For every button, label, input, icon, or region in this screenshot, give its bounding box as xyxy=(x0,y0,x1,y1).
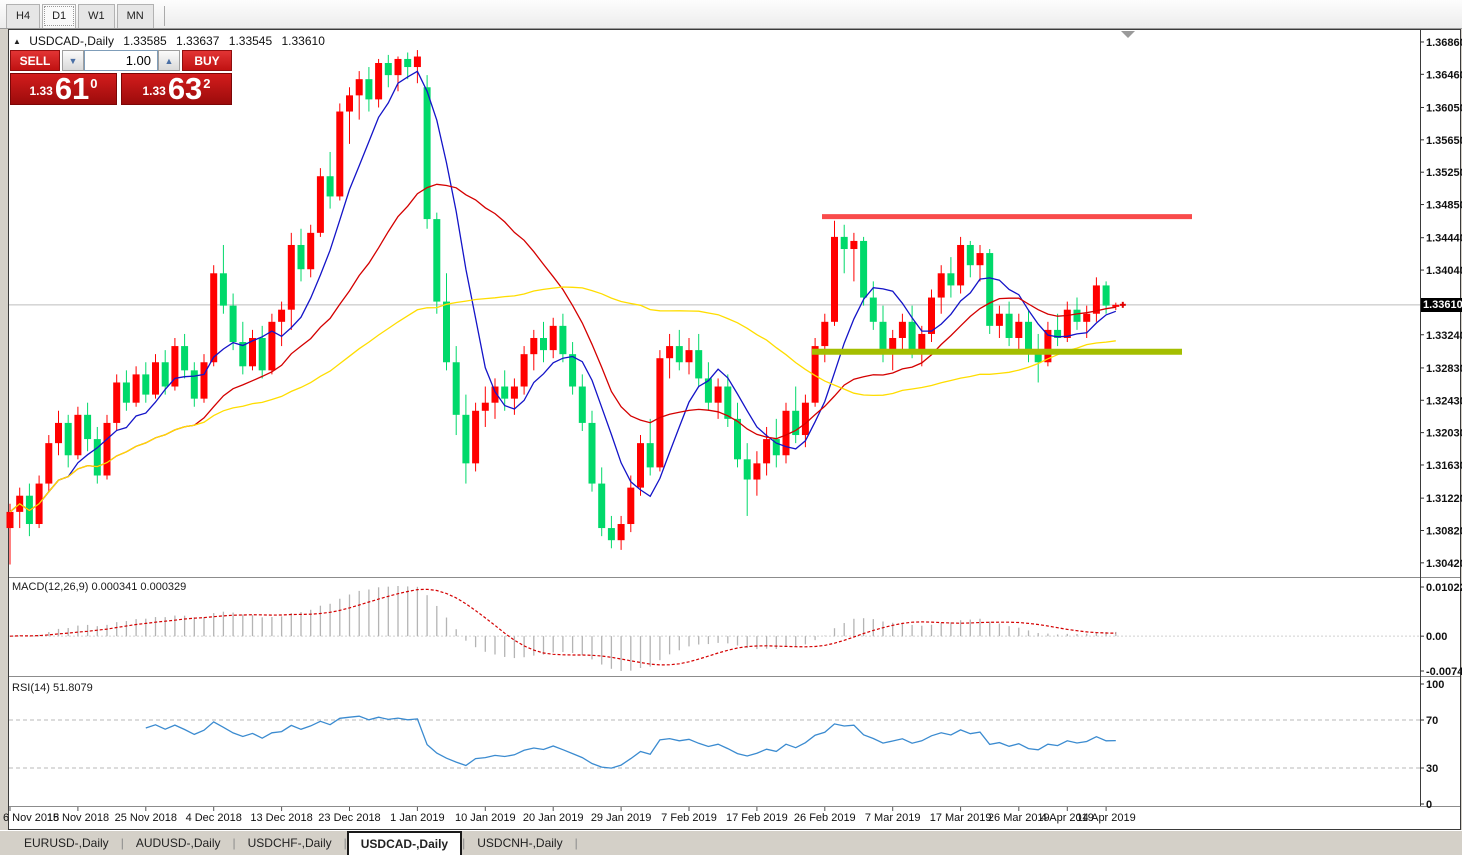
price-axis-label: 1.36860 xyxy=(1426,37,1462,49)
tab-separator: | xyxy=(120,836,124,850)
ohlc-open: 1.33585 xyxy=(123,34,167,48)
date-tick-label: 10 Jan 2019 xyxy=(455,812,516,824)
price-axis-label: 1.35650 xyxy=(1426,135,1462,147)
buy-price-box[interactable]: 1.33 63 2 xyxy=(121,73,232,105)
toolbar-divider xyxy=(163,6,165,26)
date-tick-label: 20 Jan 2019 xyxy=(523,812,584,824)
volume-input[interactable] xyxy=(84,50,158,71)
price-axis-label: 1.32830 xyxy=(1426,363,1462,375)
price-axis-label: 1.32430 xyxy=(1426,395,1462,407)
macd-label: MACD(12,26,9) 0.000341 0.000329 xyxy=(12,581,187,593)
ohlc-low: 1.33545 xyxy=(228,34,273,48)
buy-price-big: 63 xyxy=(167,71,203,106)
tab-separator: | xyxy=(462,836,466,850)
ma-line-7 xyxy=(9,70,1117,513)
date-tick-label: 7 Feb 2019 xyxy=(661,812,717,824)
panel-frame xyxy=(9,30,1460,808)
date-tick-label: 25 Nov 2018 xyxy=(115,812,177,824)
buy-price-prefix: 1.33 xyxy=(142,84,166,98)
date-tick-label: 6 Nov 2018 xyxy=(3,812,59,824)
price-axis-label: 1.35250 xyxy=(1426,167,1462,179)
rsi-axis-label: 100 xyxy=(1426,679,1444,691)
tab-separator: | xyxy=(574,836,578,850)
collapse-arrow-icon[interactable]: ▲ xyxy=(13,37,21,46)
volume-decrease-button[interactable]: ▼ xyxy=(62,50,84,71)
date-tick-label: 1 Jan 2019 xyxy=(390,812,444,824)
price-axis-label: 1.36050 xyxy=(1426,102,1462,114)
symbol-name: USDCAD-,Daily xyxy=(29,34,114,48)
rsi-pane xyxy=(9,715,1420,769)
macd-axis-zero: 0.00 xyxy=(1426,631,1447,643)
timeframe-tab-w1[interactable]: W1 xyxy=(78,4,115,28)
symbol-tab-audusd[interactable]: AUDUSD-,Daily xyxy=(135,836,221,850)
date-tick-label: 4 Apr 2019 xyxy=(1041,812,1094,824)
sell-price-big: 61 xyxy=(54,71,90,106)
timeframe-tab-d1[interactable]: D1 xyxy=(42,4,77,28)
chart-shift-marker-icon[interactable] xyxy=(1121,31,1135,38)
ma-line-45 xyxy=(9,286,1116,513)
buy-button[interactable]: BUY xyxy=(182,50,232,71)
date-tick-label: 13 Dec 2018 xyxy=(250,812,312,824)
price-axis-label: 1.33240 xyxy=(1426,330,1462,342)
price-axis-label: 1.34850 xyxy=(1426,200,1462,212)
tab-separator: | xyxy=(232,836,236,850)
buy-price-sup: 2 xyxy=(203,76,211,91)
rsi-axis-label: 30 xyxy=(1426,763,1438,775)
sell-price-sup: 0 xyxy=(90,76,98,91)
symbol-tab-bar: EURUSD-,Daily | AUDUSD-,Daily | USDCHF-,Dail… xyxy=(0,830,1462,855)
macd-axis-bottom: -0.007477 xyxy=(1426,666,1462,678)
macd-axis-top: 0.010229 xyxy=(1426,582,1462,594)
tab-separator: | xyxy=(343,836,347,850)
date-tick-label: 26 Mar 2019 xyxy=(988,812,1050,824)
date-tick-label: 26 Feb 2019 xyxy=(794,812,856,824)
sell-price-prefix: 1.33 xyxy=(29,84,53,98)
price-axis-label: 1.30420 xyxy=(1426,558,1462,570)
symbol-tab-usdcnh[interactable]: USDCNH-,Daily xyxy=(477,836,563,850)
chart-title: ▲ USDCAD-,Daily 1.33585 1.33637 1.33545 … xyxy=(13,34,331,48)
date-tick-label: 4 Dec 2018 xyxy=(186,812,242,824)
date-tick-label: 14 Apr 2019 xyxy=(1076,812,1135,824)
date-tick-label: 23 Dec 2018 xyxy=(318,812,380,824)
price-axis: 1.36860 1.36460 1.36050 1.35650 1.35250 1.348… xyxy=(1420,37,1462,811)
rsi-axis-label: 0 xyxy=(1426,799,1432,811)
price-axis-label: 1.31630 xyxy=(1426,460,1462,472)
candlestick-series xyxy=(6,50,1120,565)
price-axis-label: 1.36460 xyxy=(1426,69,1462,81)
date-tick-label: 17 Mar 2019 xyxy=(930,812,992,824)
rsi-label: RSI(14) 51.8079 xyxy=(12,682,93,694)
rsi-axis-label: 70 xyxy=(1426,715,1438,727)
price-axis-label: 1.34040 xyxy=(1426,265,1462,277)
price-axis-label: 1.30820 xyxy=(1426,525,1462,537)
symbol-tab-usdcad[interactable]: USDCAD-,Daily xyxy=(346,831,463,855)
timeframe-tab-h4[interactable]: H4 xyxy=(6,4,41,28)
macd-pane xyxy=(9,586,1420,671)
current-price-tag: 1.33610 xyxy=(1421,298,1462,312)
sell-button[interactable]: SELL xyxy=(10,50,60,71)
date-tick-label: 17 Feb 2019 xyxy=(726,812,788,824)
timeframe-bar: H4 D1 W1 MN xyxy=(0,0,1462,29)
date-tick-label: 7 Mar 2019 xyxy=(865,812,921,824)
symbol-tab-eurusd[interactable]: EURUSD-,Daily xyxy=(24,836,109,850)
date-tick-label: 15 Nov 2018 xyxy=(47,812,109,824)
ohlc-close: 1.33610 xyxy=(281,34,325,48)
date-tick-label: 29 Jan 2019 xyxy=(591,812,652,824)
price-axis-label: 1.32030 xyxy=(1426,428,1462,440)
ohlc-high: 1.33637 xyxy=(176,34,220,48)
price-axis-label: 1.31220 xyxy=(1426,493,1462,505)
price-axis-label: 1.34440 xyxy=(1426,233,1462,245)
symbol-tab-usdchf[interactable]: USDCHF-,Daily xyxy=(247,836,332,850)
sell-price-box[interactable]: 1.33 61 0 xyxy=(10,73,117,105)
volume-increase-button[interactable]: ▲ xyxy=(158,50,180,71)
timeframe-tab-mn[interactable]: MN xyxy=(116,4,154,28)
last-price-marker xyxy=(1119,301,1126,308)
